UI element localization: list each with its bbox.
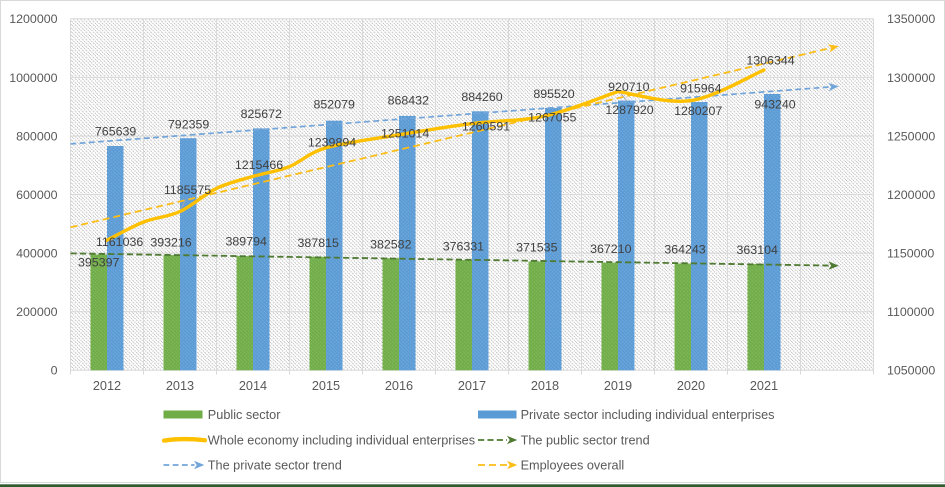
svg-text:363104: 363104 [737,243,778,257]
svg-text:The public sector trend: The public sector trend [521,434,650,448]
svg-text:1215466: 1215466 [235,158,283,172]
svg-text:2015: 2015 [312,379,340,393]
svg-text:1185575: 1185575 [164,183,211,197]
svg-text:920710: 920710 [608,80,649,94]
svg-text:1161036: 1161036 [96,235,143,249]
svg-text:1000000: 1000000 [9,71,57,85]
svg-text:765639: 765639 [95,124,136,138]
svg-text:2021: 2021 [750,379,778,393]
svg-text:200000: 200000 [16,305,57,319]
svg-text:1200000: 1200000 [9,12,57,26]
svg-text:1267055: 1267055 [528,111,576,125]
svg-text:800000: 800000 [16,129,57,143]
svg-text:1280207: 1280207 [674,104,722,118]
svg-text:387815: 387815 [298,236,339,250]
svg-text:1260591: 1260591 [462,120,510,134]
svg-text:792359: 792359 [168,118,209,132]
svg-text:895520: 895520 [533,87,574,101]
svg-text:2013: 2013 [166,379,194,393]
svg-text:0: 0 [51,364,58,378]
svg-text:Public sector: Public sector [208,408,281,422]
svg-text:825672: 825672 [241,107,282,121]
svg-text:Employees overall: Employees overall [521,459,625,473]
svg-text:915964: 915964 [680,81,721,95]
svg-text:The private sector trend: The private sector trend [208,459,342,473]
svg-text:884260: 884260 [461,90,502,104]
svg-text:943240: 943240 [754,97,795,111]
svg-text:1239894: 1239894 [308,135,356,149]
svg-text:2020: 2020 [677,379,705,393]
svg-text:1300000: 1300000 [887,71,935,85]
svg-text:371535: 371535 [516,241,557,255]
svg-text:Private sector including indiv: Private sector including individual ente… [521,408,775,422]
svg-text:389794: 389794 [226,234,267,248]
svg-text:2017: 2017 [458,379,486,393]
svg-text:1200000: 1200000 [887,188,935,202]
svg-text:600000: 600000 [16,188,57,202]
svg-text:376331: 376331 [443,240,484,254]
svg-text:1251014: 1251014 [381,126,429,140]
svg-text:Whole economy including indivi: Whole economy including individual enter… [208,434,475,448]
svg-text:2019: 2019 [604,379,632,393]
svg-text:367210: 367210 [590,242,631,256]
svg-text:1306344: 1306344 [746,53,794,67]
svg-text:2016: 2016 [385,379,413,393]
svg-text:364243: 364243 [664,242,705,256]
svg-text:1150000: 1150000 [887,247,934,261]
svg-text:393216: 393216 [150,235,191,249]
svg-text:382582: 382582 [370,238,411,252]
svg-text:2018: 2018 [531,379,559,393]
svg-text:1287920: 1287920 [605,103,653,117]
svg-text:2014: 2014 [239,379,267,393]
svg-text:852079: 852079 [314,97,355,111]
svg-text:400000: 400000 [16,247,57,261]
svg-text:1100000: 1100000 [887,305,934,319]
svg-text:1350000: 1350000 [887,12,935,26]
svg-text:2012: 2012 [93,379,121,393]
svg-text:868432: 868432 [388,94,429,108]
svg-text:1050000: 1050000 [887,364,935,378]
svg-text:1250000: 1250000 [887,129,935,143]
svg-text:395397: 395397 [78,255,119,269]
